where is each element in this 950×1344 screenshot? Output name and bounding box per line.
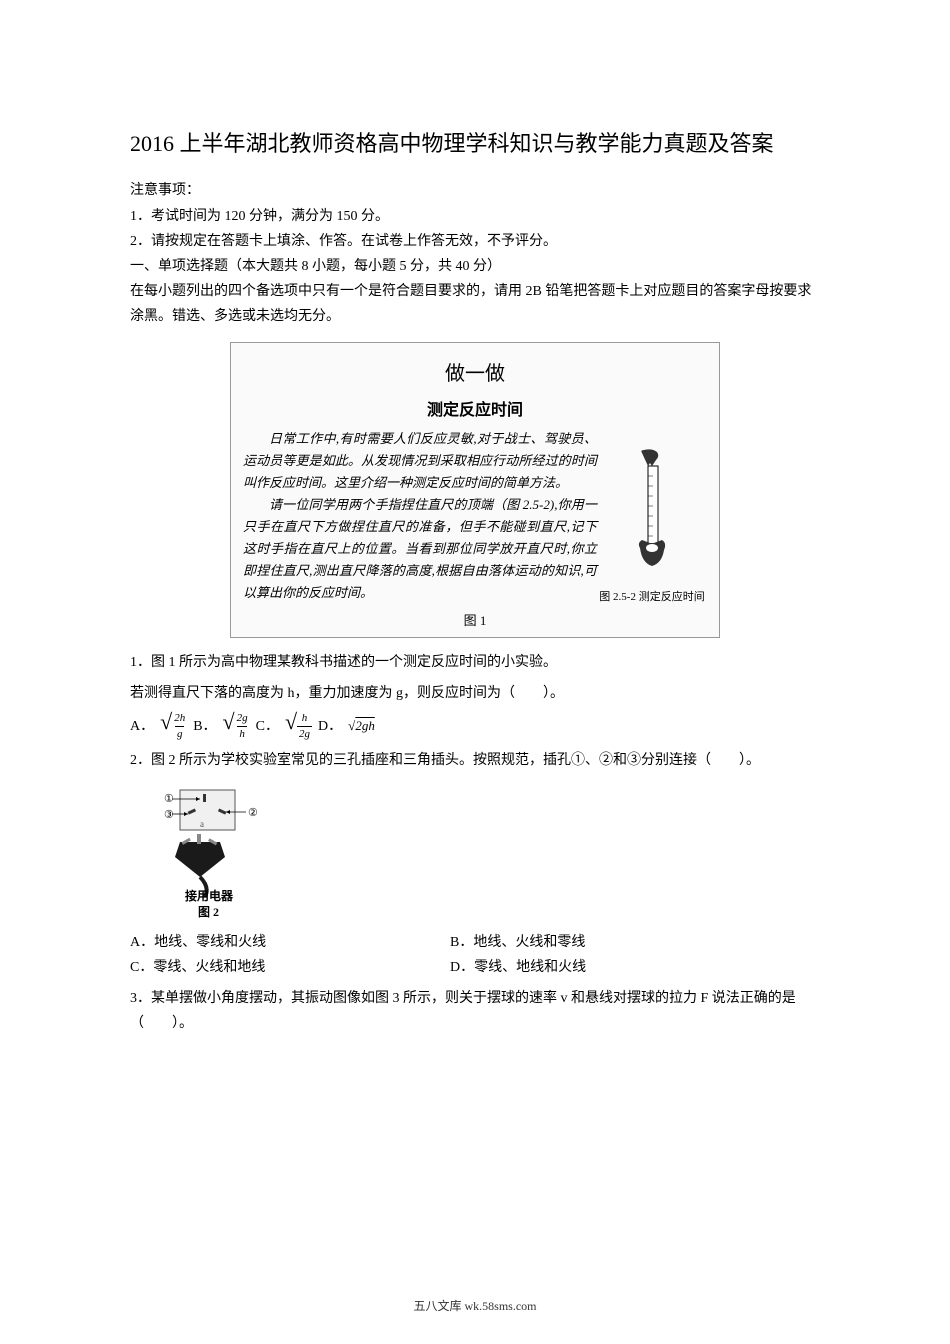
question-1-line2: 若测得直尺下落的高度为 h，重力加速度为 g，则反应时间为（ ）。	[130, 681, 820, 706]
figure-1-para: 日常工作中,有时需要人们反应灵敏,对于战士、驾驶员、运动员等更是如此。从发现情况…	[243, 428, 597, 494]
question-2-options: C．零线、火线和地线 D．零线、地线和火线	[130, 955, 820, 980]
notice-item: 2．请按规定在答题卡上填涂、作答。在试卷上作答无效，不予评分。	[130, 229, 820, 254]
section-instruction: 在每小题列出的四个备选项中只有一个是符合题目要求的，请用 2B 铅笔把答题卡上对…	[130, 279, 820, 329]
option-d-formula: √2gh	[348, 717, 375, 735]
option-c-label: C．	[256, 717, 279, 737]
document-title: 2016 上半年湖北教师资格高中物理学科知识与教学能力真题及答案	[130, 120, 820, 168]
question-1-line1: 1．图 1 所示为高中物理某教科书描述的一个测定反应时间的小实验。	[130, 650, 820, 675]
figure-2-caption: 图 2	[198, 905, 219, 919]
page-footer: 五八文库 wk.58sms.com	[0, 1297, 950, 1314]
question-2-options: A．地线、零线和火线 B．地线、火线和零线	[130, 930, 820, 955]
figure-1-image: 图 2.5-2 测定反应时间	[597, 428, 707, 605]
socket-label-2: ②	[248, 807, 258, 819]
appliance-label: 接用电器	[185, 888, 234, 903]
figure-1-para: 请一位同学用两个手指捏住直尺的顶端（图 2.5-2),你用一只手在直尺下方做捏住…	[243, 494, 597, 604]
option-c-formula: √ h 2g	[285, 711, 312, 743]
figure-1-caption: 图 1	[231, 604, 719, 629]
question-3-text: 3．某单摆做小角度摆动，其振动图像如图 3 所示，则关于摆球的速率 v 和悬线对…	[130, 986, 820, 1036]
question-1-options: A． √ 2h g B． √ 2g h C． √ h 2g D． √2gh	[130, 711, 820, 743]
socket-label-3: ③	[164, 809, 174, 821]
option-b-label: B．	[193, 717, 216, 737]
socket-plug-icon: ① ② ③ a 接用电器 图 2	[150, 782, 280, 922]
ruler-hand-icon	[622, 448, 682, 588]
figure-2-box: ① ② ③ a 接用电器 图 2	[150, 782, 280, 922]
question-2-text: 2．图 2 所示为学校实验室常见的三孔插座和三角插头。按照规范，插孔①、②和③分…	[130, 748, 820, 773]
figure-1-subtitle: 测定反应时间	[231, 392, 719, 428]
section-heading: 一、单项选择题（本大题共 8 小题，每小题 5 分，共 40 分）	[130, 254, 820, 279]
option-b-formula: √ 2g h	[223, 711, 250, 743]
option-d-label: D．	[318, 717, 342, 737]
figure-1-side-caption: 图 2.5-2 测定反应时间	[599, 588, 704, 604]
option-a: A．地线、零线和火线	[130, 930, 450, 955]
option-d: D．零线、地线和火线	[450, 955, 586, 980]
option-b: B．地线、火线和零线	[450, 930, 585, 955]
option-a-formula: √ 2h g	[160, 711, 187, 743]
notice-heading: 注意事项：	[130, 178, 820, 203]
figure-1-top-title: 做一做	[231, 351, 719, 392]
option-c: C．零线、火线和地线	[130, 955, 450, 980]
option-a-label: A．	[130, 717, 154, 737]
svg-text:a: a	[200, 819, 204, 829]
notice-item: 1．考试时间为 120 分钟，满分为 150 分。	[130, 204, 820, 229]
figure-1-box: 做一做 测定反应时间 日常工作中,有时需要人们反应灵敏,对于战士、驾驶员、运动员…	[230, 342, 720, 639]
figure-1-text: 日常工作中,有时需要人们反应灵敏,对于战士、驾驶员、运动员等更是如此。从发现情况…	[243, 428, 597, 605]
